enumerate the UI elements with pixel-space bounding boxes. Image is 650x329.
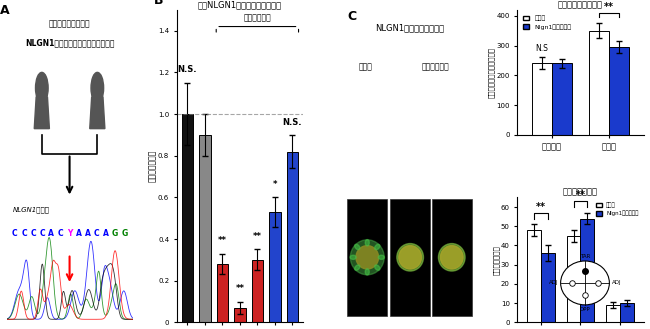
Bar xyxy=(580,218,594,322)
Text: B: B xyxy=(154,0,164,7)
Bar xyxy=(609,47,629,135)
Polygon shape xyxy=(90,97,105,129)
Bar xyxy=(199,135,211,322)
Bar xyxy=(234,308,246,322)
Y-axis label: 滞在時間（秒）: 滞在時間（秒） xyxy=(493,245,499,275)
Bar xyxy=(606,305,620,322)
Text: **: ** xyxy=(536,202,546,212)
Circle shape xyxy=(439,243,465,271)
Text: **: ** xyxy=(218,236,227,245)
Text: 自閉症変異型: 自閉症変異型 xyxy=(244,13,271,22)
Text: OPP: OPP xyxy=(580,307,590,312)
Text: C: C xyxy=(40,229,45,238)
Text: ADJ: ADJ xyxy=(549,280,558,286)
Text: NLGN1の細胞内局在変化: NLGN1の細胞内局在変化 xyxy=(376,23,445,32)
Ellipse shape xyxy=(378,255,384,259)
Text: C: C xyxy=(21,229,27,238)
Y-axis label: アプローチした時間（秒）: アプローチした時間（秒） xyxy=(488,47,495,98)
Text: A: A xyxy=(85,229,91,238)
Circle shape xyxy=(560,261,610,305)
Title: アプローチした時間: アプローチした時間 xyxy=(558,0,603,9)
Circle shape xyxy=(396,243,423,271)
Bar xyxy=(567,236,580,322)
Bar xyxy=(541,253,555,322)
Circle shape xyxy=(441,246,463,269)
Text: 自閉症兄弟における: 自閉症兄弟における xyxy=(49,19,90,28)
Circle shape xyxy=(356,246,378,269)
Bar xyxy=(390,199,430,316)
Circle shape xyxy=(91,72,103,104)
Ellipse shape xyxy=(374,244,380,250)
Text: A: A xyxy=(103,229,109,238)
Text: NLGN1遺伝子: NLGN1遺伝子 xyxy=(13,207,50,214)
Text: G: G xyxy=(121,229,127,238)
Bar xyxy=(252,260,263,322)
Text: **: ** xyxy=(253,232,262,241)
Text: N.S.: N.S. xyxy=(283,117,302,127)
Text: *: * xyxy=(272,180,277,189)
Circle shape xyxy=(350,240,384,275)
Bar xyxy=(532,63,552,135)
Bar xyxy=(432,199,472,316)
Circle shape xyxy=(399,246,421,269)
Ellipse shape xyxy=(350,255,356,259)
Text: C: C xyxy=(94,229,99,238)
Text: 野生型: 野生型 xyxy=(359,62,373,71)
Bar xyxy=(347,199,387,316)
Y-axis label: 相対的な発現量: 相対的な発現量 xyxy=(148,150,157,182)
Text: N.S: N.S xyxy=(536,44,548,53)
Legend: 野生型, Nlgn1変異マウス: 野生型, Nlgn1変異マウス xyxy=(594,200,641,218)
Text: **: ** xyxy=(235,284,244,293)
Text: 自閉症変異型: 自閉症変異型 xyxy=(421,62,449,71)
Ellipse shape xyxy=(355,244,360,250)
Circle shape xyxy=(36,72,48,104)
Bar xyxy=(287,152,298,322)
Text: Y: Y xyxy=(67,229,72,238)
Title: 成熟NLGN1タンパク質の発現量: 成熟NLGN1タンパク質の発現量 xyxy=(198,0,282,9)
Bar xyxy=(216,264,228,322)
Polygon shape xyxy=(34,97,49,129)
Ellipse shape xyxy=(355,265,360,270)
Text: C: C xyxy=(12,229,18,238)
Text: G: G xyxy=(112,229,118,238)
Ellipse shape xyxy=(374,265,380,270)
Text: NLGN1遺伝子ミスセンス変異の同定: NLGN1遺伝子ミスセンス変異の同定 xyxy=(25,38,114,47)
Text: C: C xyxy=(347,10,356,23)
Text: TAR: TAR xyxy=(580,254,590,259)
Bar xyxy=(527,230,541,322)
Text: **: ** xyxy=(604,2,614,12)
Bar xyxy=(589,31,609,135)
Text: **: ** xyxy=(575,190,586,200)
Text: A: A xyxy=(76,229,82,238)
Text: N.S.: N.S. xyxy=(177,65,197,74)
Text: C: C xyxy=(58,229,63,238)
Text: ADJ: ADJ xyxy=(612,280,621,286)
Text: A: A xyxy=(48,229,54,238)
Bar xyxy=(181,114,193,322)
Legend: 野生型, Nlgn1変異マウス: 野生型, Nlgn1変異マウス xyxy=(521,13,574,32)
Bar xyxy=(269,212,281,322)
Bar xyxy=(620,303,634,322)
Ellipse shape xyxy=(365,269,369,275)
Bar xyxy=(552,63,572,135)
Ellipse shape xyxy=(365,240,369,246)
Text: A: A xyxy=(0,4,10,17)
Text: C: C xyxy=(31,229,36,238)
Title: 空間記憶の異常: 空間記憶の異常 xyxy=(563,188,598,197)
